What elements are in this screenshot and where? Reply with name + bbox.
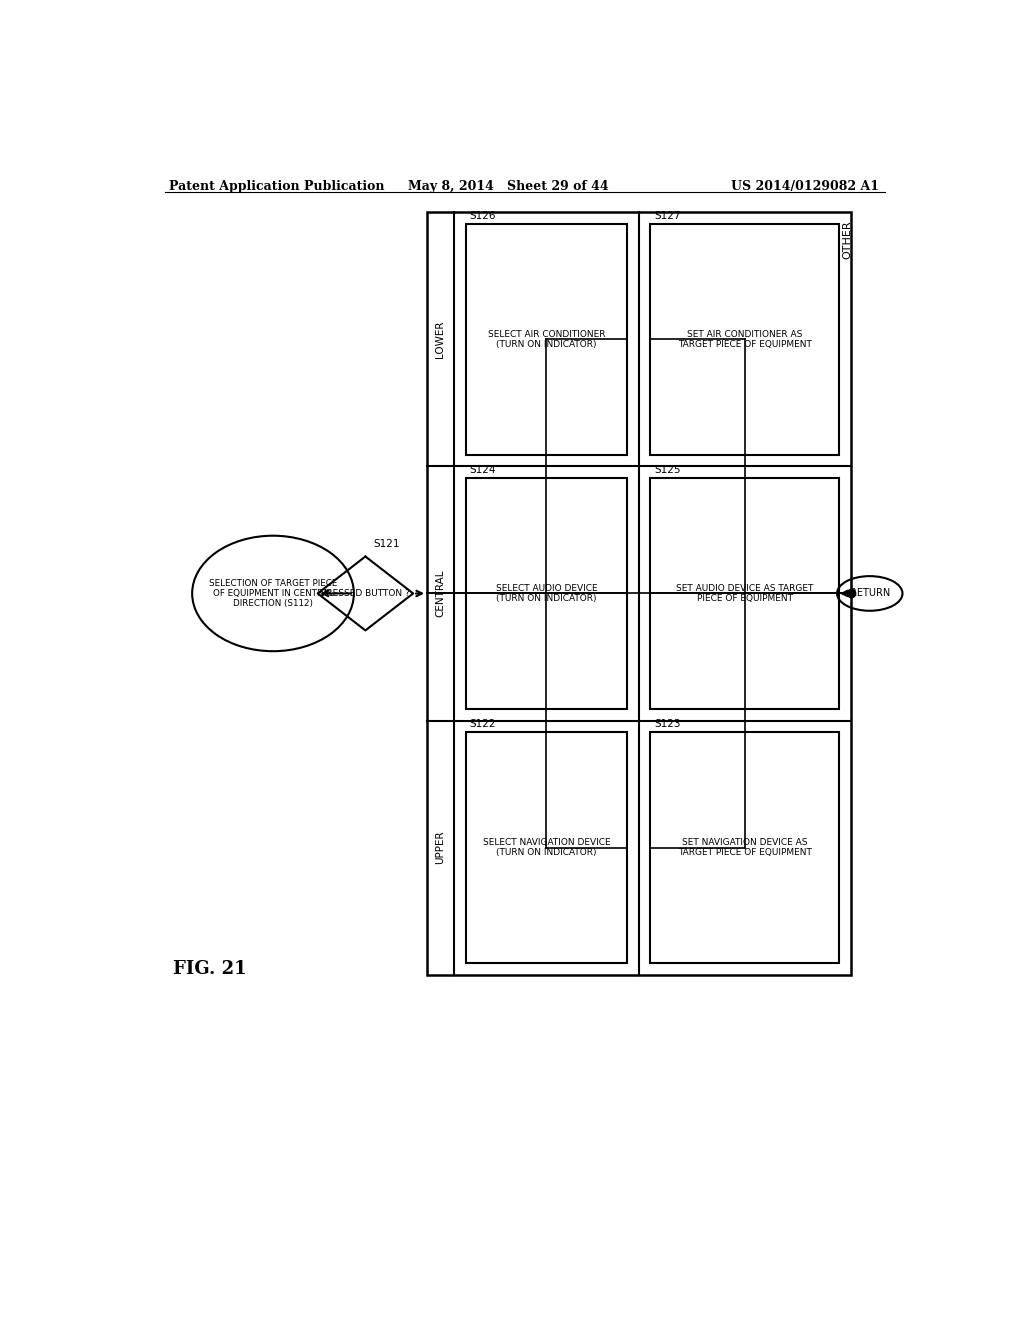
Bar xyxy=(466,224,628,455)
Bar xyxy=(650,224,839,455)
Text: FIG. 21: FIG. 21 xyxy=(173,961,247,978)
Text: S127: S127 xyxy=(654,211,681,220)
Text: May 8, 2014   Sheet 29 of 44: May 8, 2014 Sheet 29 of 44 xyxy=(408,180,608,193)
Text: Patent Application Publication: Patent Application Publication xyxy=(169,180,385,193)
Text: SELECT AUDIO DEVICE
(TURN ON INDICATOR): SELECT AUDIO DEVICE (TURN ON INDICATOR) xyxy=(496,583,597,603)
Text: S126: S126 xyxy=(469,211,496,220)
Text: S122: S122 xyxy=(469,719,496,729)
Text: SELECTION OF TARGET PIECE
OF EQUIPMENT IN CENTRAL
DIRECTION (S112): SELECTION OF TARGET PIECE OF EQUIPMENT I… xyxy=(209,578,337,609)
Text: UPPER: UPPER xyxy=(435,830,445,865)
Text: RETURN: RETURN xyxy=(850,589,890,598)
Text: S121: S121 xyxy=(373,539,399,549)
Text: OTHER: OTHER xyxy=(843,220,853,259)
Text: S123: S123 xyxy=(654,719,681,729)
Text: SET AIR CONDITIONER AS
TARGET PIECE OF EQUIPMENT: SET AIR CONDITIONER AS TARGET PIECE OF E… xyxy=(678,330,812,348)
Bar xyxy=(427,213,851,974)
Text: CENTRAL: CENTRAL xyxy=(435,570,445,618)
Text: LOWER: LOWER xyxy=(435,321,445,358)
Bar xyxy=(650,478,839,709)
Text: SET AUDIO DEVICE AS TARGET
PIECE OF EQUIPMENT: SET AUDIO DEVICE AS TARGET PIECE OF EQUI… xyxy=(676,583,813,603)
Text: SELECT AIR CONDITIONER
(TURN ON INDICATOR): SELECT AIR CONDITIONER (TURN ON INDICATO… xyxy=(487,330,605,348)
Text: SELECT NAVIGATION DEVICE
(TURN ON INDICATOR): SELECT NAVIGATION DEVICE (TURN ON INDICA… xyxy=(482,838,610,857)
Text: S124: S124 xyxy=(469,465,496,475)
Bar xyxy=(466,478,628,709)
Text: S125: S125 xyxy=(654,465,681,475)
Text: PRESSED BUTTON ?: PRESSED BUTTON ? xyxy=(322,589,410,598)
Bar xyxy=(466,733,628,964)
Text: SET NAVIGATION DEVICE AS
TARGET PIECE OF EQUIPMENT: SET NAVIGATION DEVICE AS TARGET PIECE OF… xyxy=(678,838,812,857)
Text: US 2014/0129082 A1: US 2014/0129082 A1 xyxy=(731,180,880,193)
Bar xyxy=(650,733,839,964)
